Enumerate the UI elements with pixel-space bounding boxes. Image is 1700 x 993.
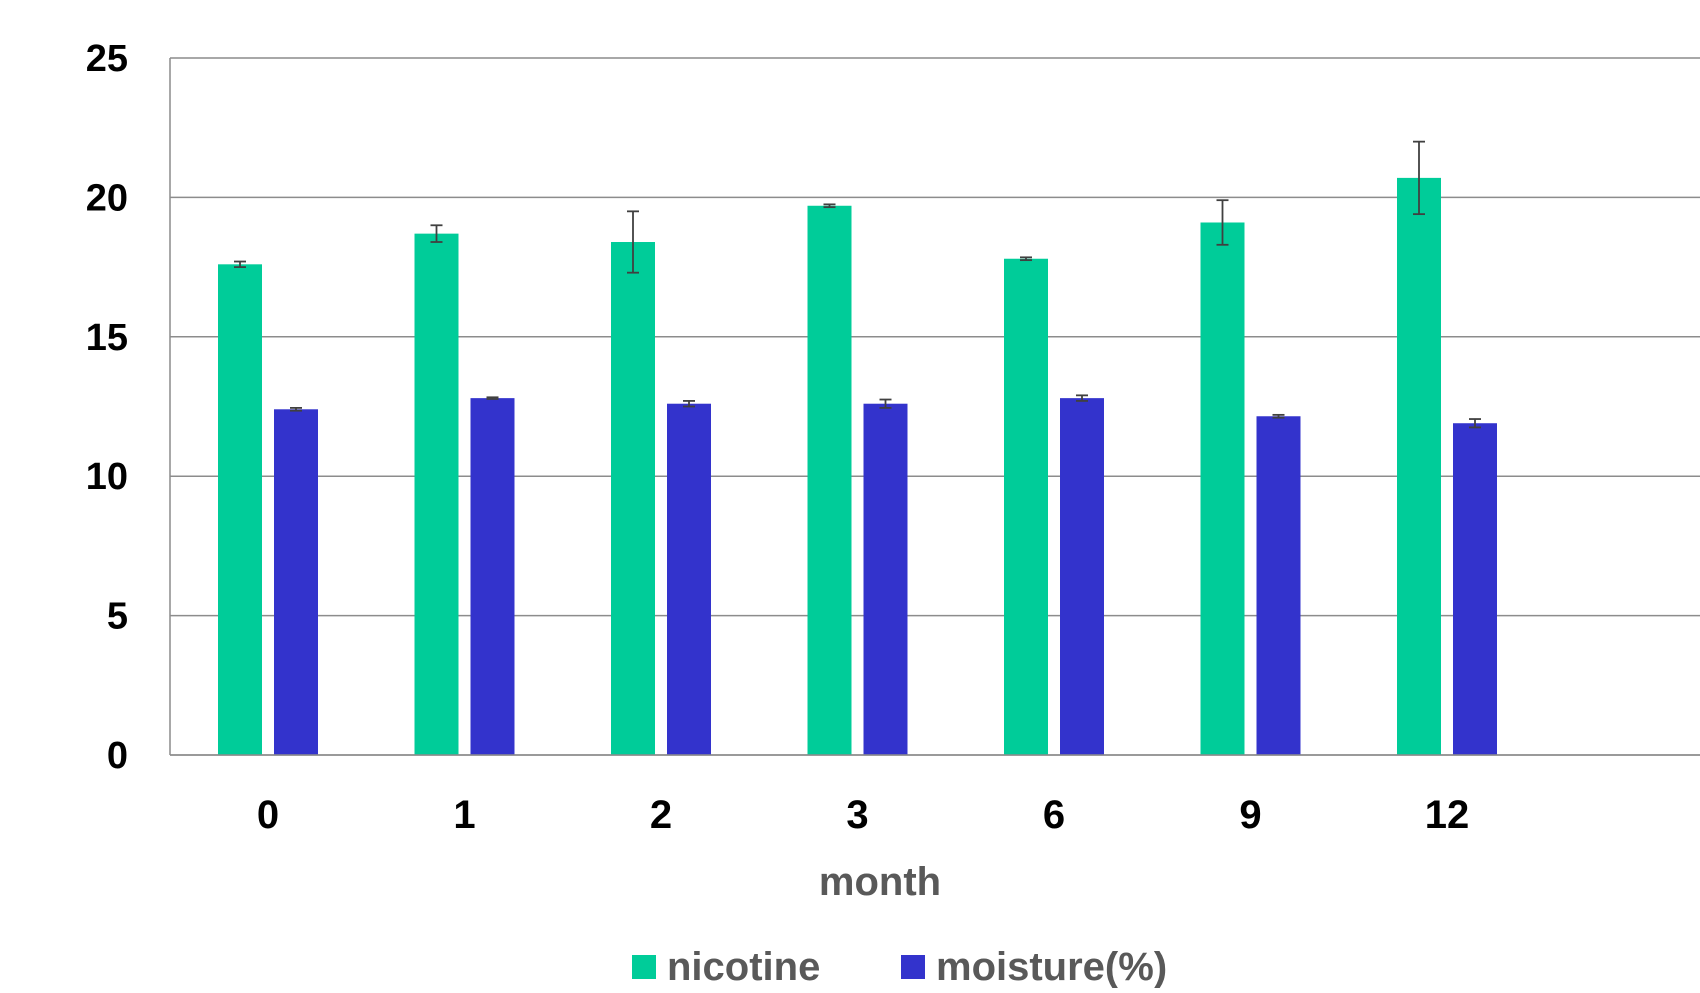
y-tick-label: 20 <box>86 177 128 219</box>
x-tick-labels: 0 1 2 3 6 9 12 <box>257 793 1469 837</box>
y-tick-label: 10 <box>86 456 128 498</box>
y-tick-labels: 0 5 10 15 20 25 <box>86 38 128 777</box>
bar-nicotine-9 <box>1200 222 1245 755</box>
error-bar <box>879 398 892 409</box>
y-tick-label: 5 <box>107 596 128 638</box>
bar-moisture-2 <box>667 403 711 755</box>
error-bar <box>1272 413 1285 419</box>
error-bar <box>1020 256 1032 262</box>
y-tick-label: 0 <box>107 735 128 777</box>
x-tick-label: 2 <box>650 793 672 837</box>
error-bar <box>430 224 443 243</box>
error-bar <box>1413 140 1425 216</box>
bar-moisture-9 <box>1256 416 1301 755</box>
error-bar <box>1076 394 1088 402</box>
bar-nicotine-3 <box>807 205 852 755</box>
bar-nicotine-1 <box>414 233 459 756</box>
bar-nicotine-6 <box>1004 258 1048 755</box>
legend-swatch <box>632 955 656 979</box>
error-bar <box>1469 418 1481 429</box>
error-bar <box>627 210 639 274</box>
legend-item-moisture: moisture(%) <box>901 945 1167 989</box>
error-bar <box>290 406 302 412</box>
error-bar <box>1216 199 1229 246</box>
bar-moisture-0 <box>274 409 318 755</box>
error-bar <box>486 396 499 400</box>
bar-nicotine-2 <box>611 242 655 755</box>
error-bar <box>234 260 246 269</box>
bar-nicotine-12 <box>1397 177 1441 755</box>
x-axis-title: month <box>819 860 941 904</box>
legend-label: moisture(%) <box>936 945 1167 988</box>
x-tick-label: 3 <box>846 793 868 837</box>
x-tick-label: 1 <box>453 793 475 837</box>
y-tick-label: 25 <box>86 38 128 80</box>
bars <box>218 177 1497 756</box>
bar-moisture-3 <box>863 403 908 755</box>
legend: nicotine moisture(%) <box>632 945 1167 989</box>
legend-label: nicotine <box>667 945 820 988</box>
x-tick-label: 6 <box>1043 793 1065 837</box>
error-bar <box>683 400 695 408</box>
bar-moisture-12 <box>1453 423 1497 755</box>
y-tick-label: 15 <box>86 317 128 359</box>
x-tick-label: 9 <box>1239 793 1261 837</box>
legend-swatch <box>901 955 925 979</box>
error-bar <box>823 203 836 209</box>
x-tick-label: 12 <box>1425 793 1470 837</box>
error-bars <box>170 140 1700 756</box>
bar-moisture-6 <box>1060 398 1104 755</box>
legend-item-nicotine: nicotine <box>632 945 820 989</box>
bar-moisture-1 <box>470 398 515 755</box>
bar-nicotine-0 <box>218 264 262 755</box>
x-tick-label: 0 <box>257 793 279 837</box>
